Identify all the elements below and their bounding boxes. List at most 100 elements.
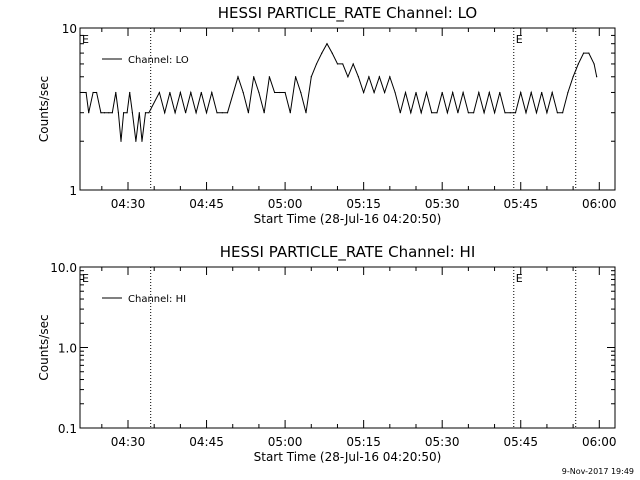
panel1-data-point [123, 112, 125, 114]
panel1-data-point [226, 112, 229, 114]
panel1-x-axis-label: Start Time (28-Jul-16 04:20:50) [254, 212, 442, 226]
panel1-data-point [120, 140, 122, 142]
panel1-data-point [95, 91, 98, 94]
panel2-y-tick-label: 10.0 [50, 261, 77, 275]
panel1-data-point [205, 112, 208, 114]
panel1-x-tick-label: 05:00 [268, 197, 303, 211]
panel1-data-point [331, 52, 333, 54]
panel1-data-point [452, 91, 454, 94]
panel1-data-point [185, 112, 187, 114]
panel1-data-point [441, 91, 443, 94]
panel1-data-point [389, 76, 391, 78]
panel1-data-point [79, 91, 81, 94]
panel1-data-point [436, 112, 438, 114]
panel1-data-point [499, 91, 501, 94]
panel1-data-point [383, 91, 386, 94]
panel1-data-point [342, 63, 344, 65]
panel1-data-point [200, 91, 202, 94]
panel1-data-point [115, 91, 117, 94]
panel1-data-point [473, 112, 475, 114]
panel1-legend-label: Channel: LO [128, 55, 189, 66]
panel1-data-point [131, 112, 133, 114]
panel2-plot-frame [79, 266, 616, 429]
panel2-x-tick-label: 06:00 [582, 435, 617, 449]
panel1-data-point [541, 91, 543, 94]
panel1-data-point [164, 112, 166, 114]
panel1-data-point [179, 91, 181, 94]
panel1-data-point [148, 112, 150, 114]
panel1-data-point [141, 140, 143, 142]
panel2-x-tick-label: 05:30 [425, 435, 460, 449]
panel1-data-point [577, 63, 579, 65]
panel1-data-point [92, 91, 94, 94]
panel1-event-label: E [82, 33, 89, 46]
panel1-data-point [279, 91, 281, 94]
panel1-data-point [268, 76, 270, 78]
panel2-event-label: E [82, 272, 89, 285]
panel1-data-point [144, 112, 147, 114]
panel1-data-point [582, 52, 585, 54]
panel1-data-point [525, 112, 527, 114]
panel1-data-point [305, 112, 307, 114]
panel1-data-point [103, 112, 106, 114]
panel1-data-point [378, 76, 380, 78]
panel1-y-tick-label: 10 [62, 22, 77, 36]
panel1-data-point [572, 76, 574, 78]
panel2-y-tick-label: 1.0 [58, 342, 77, 356]
panel1-data-point [357, 76, 360, 78]
panel1-data-point [478, 91, 480, 94]
panel1-data-point [289, 112, 291, 114]
panel1-data-point [394, 91, 396, 94]
panel1-data-point [274, 91, 276, 94]
panel1-data-point [520, 91, 522, 94]
panel1-data-point [211, 91, 213, 94]
panel1-data-point [530, 91, 532, 94]
panel1-data-point [504, 112, 506, 114]
panel1-data-point [315, 63, 318, 65]
panel1-x-tick-label: 05:45 [503, 197, 538, 211]
panel1-data-point [347, 76, 349, 78]
panel1-data-point [88, 112, 90, 114]
panel1-x-tick-label: 04:45 [189, 197, 224, 211]
panel1-data-point [108, 112, 110, 114]
panel1-x-tick-label: 04:30 [111, 197, 146, 211]
panel1-y-tick-label: 1 [69, 184, 77, 198]
panel1-data-point [336, 63, 339, 65]
panel1-data-point [169, 91, 171, 94]
panel2-y-axis-label: Counts/sec [37, 314, 51, 380]
panel1-data-point [556, 112, 558, 114]
panel2-x-axis-label: Start Time (28-Jul-16 04:20:50) [254, 450, 442, 464]
panel1-data-point [190, 91, 192, 94]
panel1-data-point [514, 112, 517, 114]
panel1-data-point [216, 112, 218, 114]
panel1-data-point [310, 76, 312, 78]
panel1-data-point [546, 112, 548, 114]
panel1-data-point [467, 112, 469, 114]
panel1-data-point [158, 91, 161, 94]
panel2-title: HESSI PARTICLE_RATE Channel: HI [220, 243, 476, 262]
panel1-data-point [596, 76, 598, 78]
panel1-data-point [321, 52, 323, 54]
panel1-data-point [462, 91, 464, 94]
panel2-y-tick-label: 0.1 [58, 422, 77, 436]
panel1-data-point [425, 91, 428, 94]
panel1-data-point [404, 91, 407, 94]
panel1-y-axis-label: Counts/sec [37, 76, 51, 142]
panel1-data-point [294, 76, 297, 78]
panel1-data-point [237, 76, 239, 78]
panel1-x-tick-label: 06:00 [582, 197, 617, 211]
panel1-plot-frame [79, 27, 616, 191]
panel1-data-point [100, 112, 102, 114]
panel1-data-point [221, 112, 223, 114]
panel2-x-tick-label: 04:30 [111, 435, 146, 449]
panel1-data-point [284, 91, 286, 94]
panel1-data-point [415, 91, 417, 94]
panel1-data-point [258, 91, 260, 94]
panel2-x-tick-label: 05:15 [346, 435, 381, 449]
panel1-data-point [242, 91, 244, 94]
panel1-data-point [483, 112, 485, 114]
panel1-data-point [352, 63, 354, 65]
panel1-data-point [420, 112, 422, 114]
panel1-data-point [567, 91, 569, 94]
